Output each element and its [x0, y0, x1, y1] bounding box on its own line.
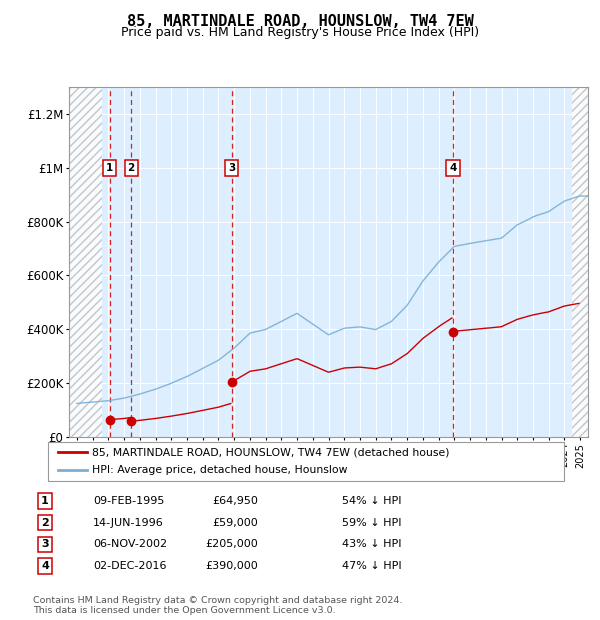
Text: 43% ↓ HPI: 43% ↓ HPI — [342, 539, 401, 549]
Text: 14-JUN-1996: 14-JUN-1996 — [93, 518, 164, 528]
Text: 3: 3 — [41, 539, 49, 549]
Text: £390,000: £390,000 — [205, 561, 258, 571]
Text: 47% ↓ HPI: 47% ↓ HPI — [342, 561, 401, 571]
Text: 06-NOV-2002: 06-NOV-2002 — [93, 539, 167, 549]
Text: 1: 1 — [106, 162, 113, 172]
Text: 1: 1 — [41, 496, 49, 506]
Text: 85, MARTINDALE ROAD, HOUNSLOW, TW4 7EW: 85, MARTINDALE ROAD, HOUNSLOW, TW4 7EW — [127, 14, 473, 29]
Text: 4: 4 — [41, 561, 49, 571]
Text: 54% ↓ HPI: 54% ↓ HPI — [342, 496, 401, 506]
Text: 2: 2 — [41, 518, 49, 528]
Text: 4: 4 — [449, 162, 457, 172]
Text: Price paid vs. HM Land Registry's House Price Index (HPI): Price paid vs. HM Land Registry's House … — [121, 26, 479, 39]
Text: 3: 3 — [228, 162, 235, 172]
Text: 85, MARTINDALE ROAD, HOUNSLOW, TW4 7EW (detached house): 85, MARTINDALE ROAD, HOUNSLOW, TW4 7EW (… — [92, 448, 449, 458]
Text: 09-FEB-1995: 09-FEB-1995 — [93, 496, 164, 506]
Bar — [572, 87, 588, 437]
FancyBboxPatch shape — [48, 442, 564, 481]
Text: Contains HM Land Registry data © Crown copyright and database right 2024.
This d: Contains HM Land Registry data © Crown c… — [33, 596, 403, 615]
Text: HPI: Average price, detached house, Hounslow: HPI: Average price, detached house, Houn… — [92, 465, 347, 475]
Text: £64,950: £64,950 — [212, 496, 258, 506]
Text: £205,000: £205,000 — [205, 539, 258, 549]
Text: 2: 2 — [127, 162, 135, 172]
Text: £59,000: £59,000 — [212, 518, 258, 528]
Text: 59% ↓ HPI: 59% ↓ HPI — [342, 518, 401, 528]
Bar — [69, 87, 102, 437]
Text: 02-DEC-2016: 02-DEC-2016 — [93, 561, 167, 571]
